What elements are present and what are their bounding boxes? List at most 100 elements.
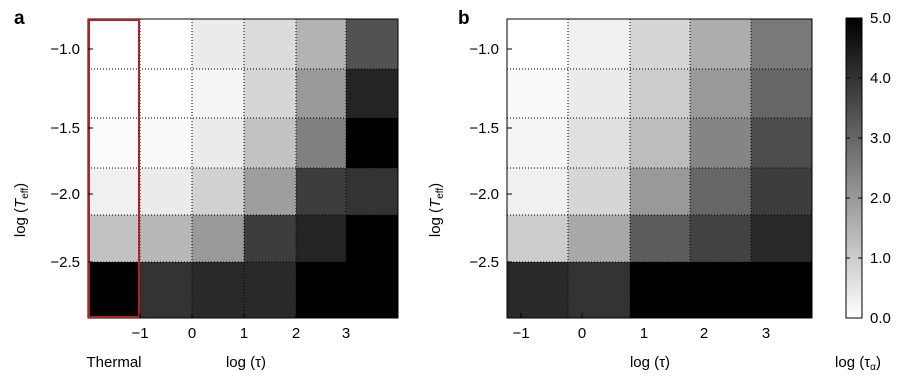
heatmap-cell (244, 168, 296, 215)
heatmap-cell (296, 69, 346, 118)
heatmap-cell (346, 215, 398, 262)
x-tick-label: 1 (240, 325, 248, 342)
heatmap-cell (244, 19, 296, 69)
y-tick-label: −1.5 (50, 120, 80, 137)
heatmap-cell (296, 118, 346, 168)
colorbar-tick-label: 3.0 (870, 130, 891, 147)
heatmap-cell (244, 69, 296, 118)
heatmap-cell (751, 19, 812, 69)
heatmap-cell (88, 118, 140, 168)
heatmap-cell (244, 118, 296, 168)
y-tick-label: −1.5 (469, 120, 499, 137)
x-tick-label: 3 (762, 325, 770, 342)
heatmap-cell (88, 215, 140, 262)
heatmap-cell (140, 19, 192, 69)
heatmap-cell (192, 215, 244, 262)
heatmap-cell (88, 168, 140, 215)
heatmap-cell (568, 262, 630, 318)
heatmap-cell (140, 168, 192, 215)
heatmap-cell (507, 215, 568, 262)
y-tick-label: −1.0 (50, 41, 80, 58)
heatmap-cell (346, 262, 398, 318)
heatmap-cell (690, 19, 751, 69)
ylabel-a: log (Teff) (12, 183, 31, 237)
ylabel-b: log (Teff) (427, 183, 446, 237)
heatmap-cell (630, 168, 690, 215)
x-tick-label: 0 (188, 325, 196, 342)
heatmap-cell (568, 215, 630, 262)
heatmap-cell (296, 168, 346, 215)
heatmap-cell (296, 262, 346, 318)
heatmap-cell (630, 69, 690, 118)
heatmap-cell (507, 19, 568, 69)
heatmap-cell (690, 118, 751, 168)
heatmap-cell (346, 168, 398, 215)
heatmap-cell (507, 118, 568, 168)
panel-label-b: b (458, 8, 470, 29)
colorbar-label: log (τα) (835, 354, 881, 373)
heatmap-cell (751, 69, 812, 118)
colorbar-tick-label: 1.0 (870, 250, 891, 267)
heatmap-cell (568, 118, 630, 168)
y-tick-label: −1.0 (469, 41, 499, 58)
heatmap-cell (88, 19, 140, 69)
colorbar-tick-label: 5.0 (870, 10, 891, 27)
x-tick-label: −1 (131, 325, 148, 342)
heatmap-cell (568, 19, 630, 69)
heatmap-cell (346, 118, 398, 168)
heatmap-cell (507, 262, 568, 318)
heatmap-cell (192, 168, 244, 215)
heatmap-cell (192, 118, 244, 168)
y-tick-label: −2.0 (469, 186, 499, 203)
colorbar: 0.0 1.0 2.0 3.0 4.0 5.0 (845, 10, 891, 327)
heatmap-cell (690, 168, 751, 215)
heatmap-cell (192, 19, 244, 69)
x-tick-label: 2 (700, 325, 708, 342)
heatmap-cell (140, 262, 192, 318)
heatmap-cell (88, 262, 140, 318)
thermal-highlight (88, 19, 140, 318)
heatmap-cell (751, 168, 812, 215)
y-tick-label: −2.5 (469, 254, 499, 271)
x-tick-label: 0 (578, 325, 586, 342)
heatmap-cell (630, 19, 690, 69)
heatmap-cell (568, 69, 630, 118)
colorbar-tick-label: 4.0 (870, 70, 891, 87)
y-tick-label: −2.5 (50, 254, 80, 271)
panel-label-a: a (14, 8, 25, 29)
heatmap-cell (690, 215, 751, 262)
heatmap-cell (192, 69, 244, 118)
heatmap-cell (296, 19, 346, 69)
heatmap-cell (140, 215, 192, 262)
heatmap-cell (192, 262, 244, 318)
xlabel-b: log (τ) (630, 354, 670, 371)
heatmap-cell (751, 118, 812, 168)
heatmap-cell (507, 69, 568, 118)
x-tick-label: 1 (640, 325, 648, 342)
colorbar-tick-label: 0.0 (870, 310, 891, 327)
axes-frame (506, 18, 813, 319)
heatmap-cell (244, 262, 296, 318)
xlabel-a: log (τ) (226, 354, 266, 371)
heatmap-cell (630, 118, 690, 168)
colorbar-tick-label: 2.0 (870, 190, 891, 207)
heatmap-cell (244, 215, 296, 262)
heatmap-cell (751, 262, 812, 318)
y-tick-label: −2.0 (50, 186, 80, 203)
x-tick-label: −1 (512, 325, 529, 342)
heatmap-cell (630, 262, 690, 318)
heatmap-cell (140, 118, 192, 168)
heatmap-cell (507, 168, 568, 215)
heatmap-cell (690, 69, 751, 118)
heatmap-cell (751, 215, 812, 262)
colorbar-gradient (845, 17, 863, 319)
heatmap-cell (690, 262, 751, 318)
x-tick-label: 2 (292, 325, 300, 342)
heatmap-b: −1 0 1 2 3 −1.0 −1.5 −2.0 −2.5 (469, 18, 813, 342)
heatmap-cell (140, 69, 192, 118)
heatmap-cell (568, 168, 630, 215)
heatmap-cell (630, 215, 690, 262)
heatmap-cell (88, 69, 140, 118)
heatmap-cell (296, 215, 346, 262)
